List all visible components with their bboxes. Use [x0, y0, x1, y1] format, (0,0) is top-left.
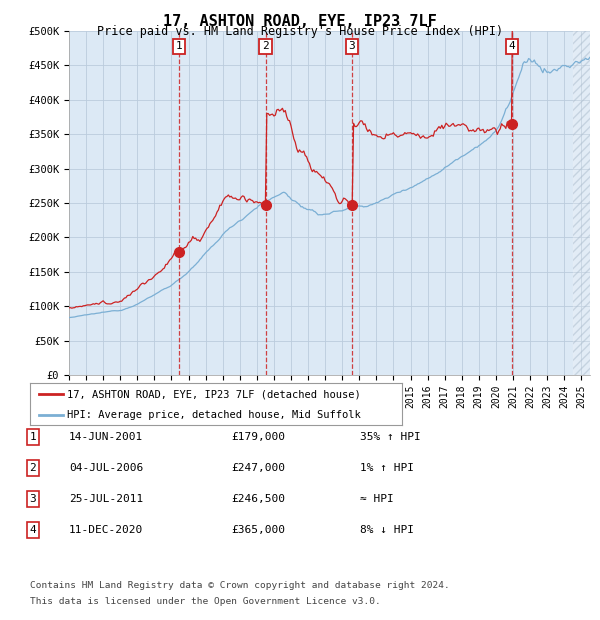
Text: HPI: Average price, detached house, Mid Suffolk: HPI: Average price, detached house, Mid …	[67, 410, 361, 420]
Text: 4: 4	[509, 42, 515, 51]
Text: £246,500: £246,500	[231, 494, 285, 504]
Text: This data is licensed under the Open Government Licence v3.0.: This data is licensed under the Open Gov…	[30, 597, 381, 606]
Text: 2: 2	[262, 42, 269, 51]
Text: 17, ASHTON ROAD, EYE, IP23 7LF (detached house): 17, ASHTON ROAD, EYE, IP23 7LF (detached…	[67, 389, 361, 399]
Text: 3: 3	[349, 42, 355, 51]
Text: 25-JUL-2011: 25-JUL-2011	[69, 494, 143, 504]
Text: £179,000: £179,000	[231, 432, 285, 442]
Text: 14-JUN-2001: 14-JUN-2001	[69, 432, 143, 442]
Bar	[573, 31, 590, 375]
Text: 11-DEC-2020: 11-DEC-2020	[69, 525, 143, 535]
Text: 1: 1	[176, 42, 182, 51]
Text: 17, ASHTON ROAD, EYE, IP23 7LF: 17, ASHTON ROAD, EYE, IP23 7LF	[163, 14, 437, 29]
Text: 35% ↑ HPI: 35% ↑ HPI	[360, 432, 421, 442]
Text: Contains HM Land Registry data © Crown copyright and database right 2024.: Contains HM Land Registry data © Crown c…	[30, 582, 450, 590]
Text: 1% ↑ HPI: 1% ↑ HPI	[360, 463, 414, 473]
Text: £247,000: £247,000	[231, 463, 285, 473]
Text: Price paid vs. HM Land Registry's House Price Index (HPI): Price paid vs. HM Land Registry's House …	[97, 25, 503, 38]
Text: 1: 1	[29, 432, 37, 442]
Text: 2: 2	[29, 463, 37, 473]
Text: 4: 4	[29, 525, 37, 535]
Text: £365,000: £365,000	[231, 525, 285, 535]
Text: ≈ HPI: ≈ HPI	[360, 494, 394, 504]
Text: 04-JUL-2006: 04-JUL-2006	[69, 463, 143, 473]
Text: 8% ↓ HPI: 8% ↓ HPI	[360, 525, 414, 535]
Text: 3: 3	[29, 494, 37, 504]
